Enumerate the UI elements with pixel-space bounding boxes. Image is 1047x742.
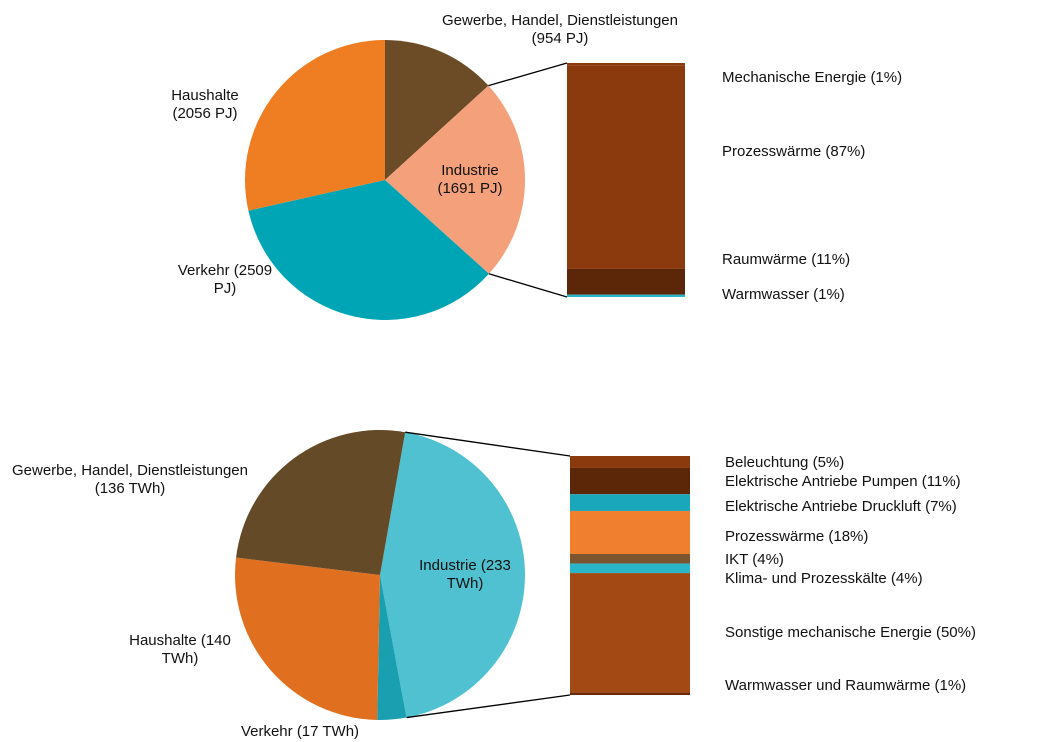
slice-label: Industrie (1691 PJ) <box>425 162 515 198</box>
value-label: (50%) <box>935 624 976 641</box>
value-label: (136 TWh) <box>94 480 166 497</box>
category-label: Mechanische Energie <box>722 69 867 86</box>
connector-line <box>488 273 568 298</box>
bar-segment <box>570 553 690 564</box>
bar-segment <box>570 467 690 495</box>
slice-label: Verkehr (17 TWh) <box>200 723 400 741</box>
slice-label: Haushalte (2056 PJ) <box>155 87 255 123</box>
connector-line <box>405 431 571 457</box>
bar-segment <box>570 494 690 511</box>
category-label: Verkehr <box>177 262 230 279</box>
category-label: Industrie <box>441 162 499 179</box>
category-label: Haushalte <box>129 632 197 649</box>
category-label: Beleuchtung <box>725 454 809 471</box>
slice-label: Gewerbe, Handel, Dienstleistungen (136 T… <box>5 462 255 498</box>
pie-slice <box>248 180 489 321</box>
value-label: (5%) <box>812 454 845 471</box>
bar-segment <box>570 692 690 695</box>
category-label: Verkehr <box>240 723 293 740</box>
slice-label: Haushalte (140 TWh) <box>125 632 235 668</box>
value-label: (2056 PJ) <box>172 105 238 122</box>
segment-label: Elektrische Antriebe Pumpen (11%) <box>725 473 961 491</box>
slice-label: Industrie (233 TWh) <box>415 557 515 593</box>
value-label: (2509 PJ) <box>213 262 273 297</box>
value-label: (7%) <box>925 498 957 515</box>
pie-slice <box>380 432 525 718</box>
value-label: (18%) <box>828 528 869 545</box>
connector-line <box>406 694 571 719</box>
value-label: (233 TWh) <box>446 557 511 592</box>
pie-slice <box>385 40 489 180</box>
segment-label: Mechanische Energie (1%) <box>722 69 902 87</box>
value-label: (140 TWh) <box>161 632 231 667</box>
category-label: Raumwärme <box>722 251 808 268</box>
value-label: (1%) <box>813 286 845 303</box>
category-label: Elektrische Antriebe Pumpen <box>725 473 918 490</box>
connector-line <box>488 62 568 87</box>
bar-segment <box>570 563 690 574</box>
pie-slice <box>235 557 380 720</box>
value-label: (1%) <box>870 69 903 86</box>
bar-segment <box>567 294 685 297</box>
segment-label: Warmwasser und Raumwärme (1%) <box>725 677 966 695</box>
segment-label: Klima- und Prozesskälte (4%) <box>725 570 923 588</box>
bar-segment <box>567 65 685 269</box>
category-label: Warmwasser <box>722 286 809 303</box>
segment-label: Prozesswärme (18%) <box>725 528 868 546</box>
value-label: (954 PJ) <box>531 30 589 47</box>
category-label: Gewerbe, Handel, Dienstleistungen <box>12 462 248 479</box>
bar-segment <box>567 268 685 295</box>
value-label: (4%) <box>752 551 784 568</box>
pie-slice <box>385 85 525 274</box>
category-label: Gewerbe, Handel, Dienstleistungen <box>442 12 678 29</box>
value-label: (11%) <box>811 251 851 268</box>
segment-label: Sonstige mechanische Energie (50%) <box>725 624 976 642</box>
slice-label: Verkehr (2509 PJ) <box>175 262 275 298</box>
category-label: Industrie <box>419 557 477 574</box>
value-label: (11%) <box>921 473 961 490</box>
value-label: (1%) <box>934 677 967 694</box>
category-label: Prozesswärme <box>722 143 822 160</box>
category-label: Klima- und Prozesskälte <box>725 570 887 587</box>
bar-segment <box>570 573 690 693</box>
pie-slice <box>377 575 407 720</box>
segment-label: Warmwasser (1%) <box>722 286 845 304</box>
segment-label: Elektrische Antriebe Druckluft (7%) <box>725 498 957 516</box>
value-label: (17 TWh) <box>296 723 360 740</box>
value-label: (4%) <box>890 570 923 587</box>
pie-slice <box>236 430 406 575</box>
slice-label: Gewerbe, Handel, Dienstleistungen (954 P… <box>440 12 680 48</box>
category-label: Warmwasser und Raumwärme <box>725 677 931 694</box>
bar-segment <box>567 63 685 66</box>
segment-label: Prozesswärme (87%) <box>722 143 865 161</box>
category-label: Prozesswärme <box>725 528 825 545</box>
segment-label: IKT (4%) <box>725 551 784 569</box>
pie-slice <box>245 40 385 211</box>
category-label: IKT <box>725 551 749 568</box>
segment-label: Beleuchtung (5%) <box>725 454 844 472</box>
value-label: (1691 PJ) <box>437 180 503 197</box>
segment-label: Raumwärme (11%) <box>722 251 850 269</box>
bar-segment <box>570 456 690 468</box>
value-label: (87%) <box>825 143 866 160</box>
category-label: Elektrische Antriebe Druckluft <box>725 498 921 515</box>
category-label: Sonstige mechanische Energie <box>725 624 932 641</box>
bar-segment <box>570 510 690 554</box>
category-label: Haushalte <box>171 87 239 104</box>
